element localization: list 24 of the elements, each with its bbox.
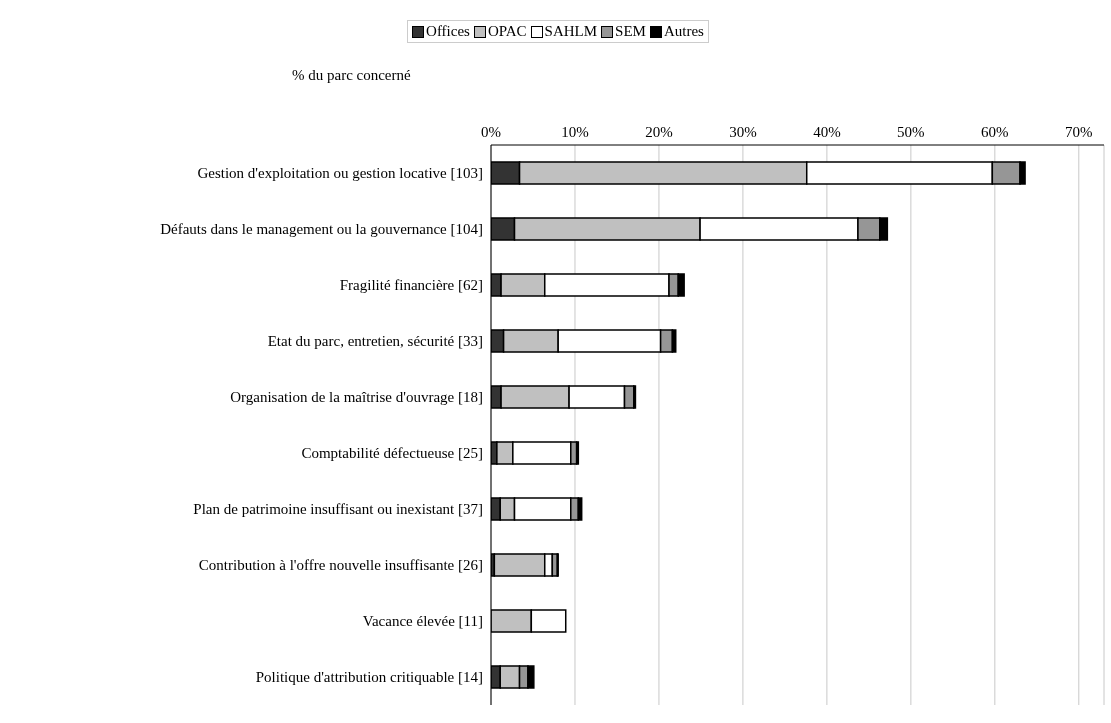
legend-label: SEM [614, 23, 646, 40]
y-tick-label: Vacance élevée [11] [362, 613, 483, 630]
y-tick-label: Défauts dans le management ou la gouvernance [104] [160, 221, 483, 238]
x-tick-label: 20% [645, 124, 673, 140]
legend-label: Autres [662, 23, 704, 40]
y-tick-label: Contribution à l'offre nouvelle insuffisante [26] [198, 557, 483, 574]
y-tick-label: Organisation de la maîtrise d'ouvrage [18] [230, 389, 483, 406]
legend-label: SAHLM [543, 23, 598, 40]
legend-label: OPAC [486, 23, 527, 40]
y-tick-label: Fragilité financière [62] [339, 277, 483, 294]
x-tick-label: 40% [813, 124, 841, 140]
y-tick-label: Politique d'attribution critiquable [14] [255, 669, 483, 686]
x-tick-label: 10% [561, 124, 589, 140]
x-tick-label: 70% [1065, 124, 1093, 140]
y-tick-label: Etat du parc, entretien, sécurité [33] [267, 333, 483, 350]
x-axis-title: % du parc concerné [292, 67, 411, 84]
x-tick-label: 0% [481, 124, 501, 140]
x-tick-label: 50% [897, 124, 925, 140]
y-tick-label: Plan de patrimoine insuffisant ou inexistant [37] [193, 501, 483, 518]
x-tick-label: 60% [981, 124, 1009, 140]
legend-label: Offices [425, 23, 470, 40]
x-tick-label: 30% [729, 124, 757, 140]
y-tick-label: Gestion d'exploitation ou gestion locative [103] [197, 165, 483, 182]
y-tick-label: Comptabilité défectueuse [25] [301, 445, 483, 462]
